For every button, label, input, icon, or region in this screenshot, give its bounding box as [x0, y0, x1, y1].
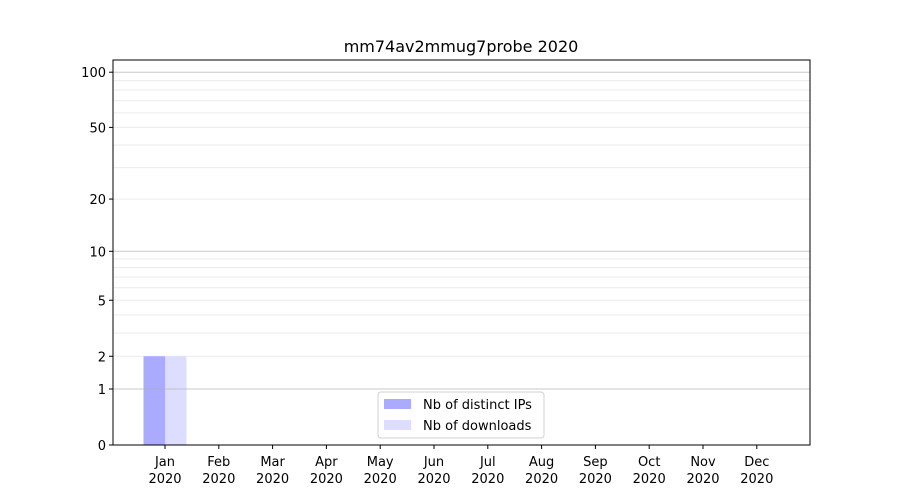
x-tick-label: Nov: [690, 455, 716, 470]
x-tick-label: Jul: [479, 455, 496, 470]
x-tick-label: Dec: [744, 455, 769, 470]
x-tick-label: 2020: [364, 472, 397, 487]
major-gridlines: [113, 71, 810, 390]
chart-title: mm74av2mmug7probe 2020: [344, 37, 579, 56]
legend-swatch: [384, 399, 411, 409]
y-tick-label: 50: [89, 121, 106, 136]
x-tick-label: 2020: [202, 472, 235, 487]
gridlines: [113, 80, 810, 357]
bar-downloads: [165, 356, 187, 445]
x-tick-label: 2020: [579, 472, 612, 487]
y-tick-label: 1: [98, 383, 106, 398]
x-tick-label: Jan: [154, 455, 175, 470]
x-tick-label: 2020: [310, 472, 343, 487]
y-tick-label: 20: [89, 193, 106, 208]
legend-label: Nb of distinct IPs: [423, 398, 532, 413]
bar-distinct-ips: [143, 356, 165, 445]
x-tick-label: Jun: [423, 455, 444, 470]
legend-label: Nb of downloads: [423, 419, 532, 434]
x-tick-label: 2020: [256, 472, 289, 487]
legend: Nb of distinct IPs Nb of downloads: [377, 391, 545, 439]
plot-area-frame: [112, 59, 811, 446]
y-axis: 0 1 2 5 10 20 50 100: [81, 66, 113, 454]
x-tick-label: 2020: [525, 472, 558, 487]
x-tick-label: 2020: [740, 472, 773, 487]
x-tick-label: Feb: [207, 455, 230, 470]
x-tick-label: 2020: [148, 472, 181, 487]
legend-box: [377, 391, 545, 439]
x-tick-label: Oct: [638, 455, 660, 470]
x-tick-label: 2020: [633, 472, 666, 487]
x-tick-label: Mar: [260, 455, 285, 470]
x-tick-label: Aug: [529, 455, 554, 470]
x-tick-label: Apr: [315, 455, 338, 470]
x-tick-label: 2020: [417, 472, 450, 487]
x-tick-label: 2020: [471, 472, 504, 487]
y-tick-label: 100: [81, 66, 106, 81]
x-tick-label: 2020: [686, 472, 719, 487]
y-tick-label: 2: [98, 350, 106, 365]
y-tick-label: 5: [98, 294, 106, 309]
y-tick-label: 10: [89, 245, 106, 260]
x-tick-label: May: [367, 455, 394, 470]
legend-swatch: [384, 420, 411, 430]
x-axis: Jan 2020 Feb 2020 Mar 2020 Apr 2020 May 2020 Jun 20…: [148, 445, 773, 487]
bars: [143, 356, 187, 445]
x-tick-label: Sep: [583, 455, 608, 470]
y-tick-label: 0: [98, 439, 106, 454]
